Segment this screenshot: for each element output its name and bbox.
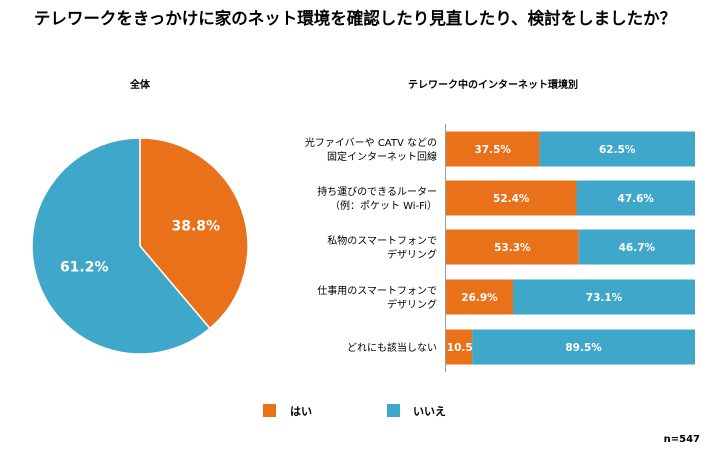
bar-data-label: 26.9% (461, 292, 498, 304)
bar-segment-yes (446, 329, 473, 365)
bar-data-label: 73.1% (586, 292, 623, 304)
bar-data-label: 62.5% (599, 144, 636, 156)
bar-segment-yes (446, 279, 513, 315)
sample-size: n=547 (664, 434, 700, 445)
pie-slice-1 (31, 137, 211, 355)
pie-slice-label: 61.2% (60, 259, 109, 275)
pie-slice-label: 38.8% (171, 219, 220, 235)
legend-label-yes: はい (290, 405, 312, 418)
category-label: 私物のスマートフォンで (327, 234, 437, 247)
bar-title: テレワーク中のインターネット環境別 (408, 78, 578, 91)
bar-data-label: 53.3% (494, 242, 531, 254)
category-label: 固定インターネット回線 (327, 150, 437, 163)
bar-data-label: 89.5% (565, 342, 602, 354)
bar-data-label: 37.5% (474, 144, 511, 156)
category-label: 光ファイバーや CATV などの (305, 136, 437, 149)
category-label: 持ち運びのできるルーター (317, 185, 437, 198)
category-label: デザリング (387, 298, 437, 311)
legend-label-no: いいえ (413, 405, 446, 418)
category-label: どれにも該当しない (347, 341, 437, 354)
category-label: デザリング (387, 248, 437, 261)
bar-data-label: 47.6% (618, 193, 655, 205)
bar-segment-yes (446, 131, 540, 167)
pie-chart: 38.8% 61.2% (31, 137, 249, 355)
category-label: （例：ポケット Wi-Fi） (330, 199, 437, 212)
legend-swatch-no (387, 404, 400, 417)
category-label: 仕事用のスマートフォンで (317, 284, 437, 297)
pie-slice-0 (139, 137, 249, 330)
bar-segment-yes (446, 180, 577, 216)
bar-segment-yes (446, 229, 579, 265)
bar-segment-no (472, 329, 695, 365)
bar-segment-no (576, 180, 695, 216)
legend: はい いいえ (263, 404, 446, 418)
bar-segment-no (512, 279, 695, 315)
main-title: テレワークをきっかけに家のネット環境を確認したり見直したり、検討をしましたか？ (34, 8, 676, 28)
legend-swatch-yes (263, 404, 276, 417)
bar-segment-no (539, 131, 695, 167)
bar-data-label: 52.4% (493, 193, 530, 205)
pie-title: 全体 (129, 78, 151, 91)
bar-segment-no (578, 229, 695, 265)
bar-data-label: 46.7% (619, 242, 656, 254)
